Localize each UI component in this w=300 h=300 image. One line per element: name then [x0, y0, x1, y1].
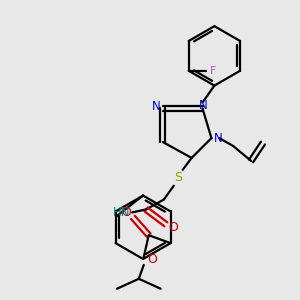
Text: O: O	[168, 221, 178, 234]
Text: HN: HN	[112, 206, 130, 219]
Text: O: O	[121, 206, 131, 219]
Text: N: N	[214, 132, 223, 145]
Text: N: N	[199, 99, 208, 112]
Text: S: S	[174, 171, 182, 184]
Text: N: N	[152, 100, 160, 113]
Text: O: O	[147, 254, 157, 266]
Text: F: F	[210, 66, 217, 76]
